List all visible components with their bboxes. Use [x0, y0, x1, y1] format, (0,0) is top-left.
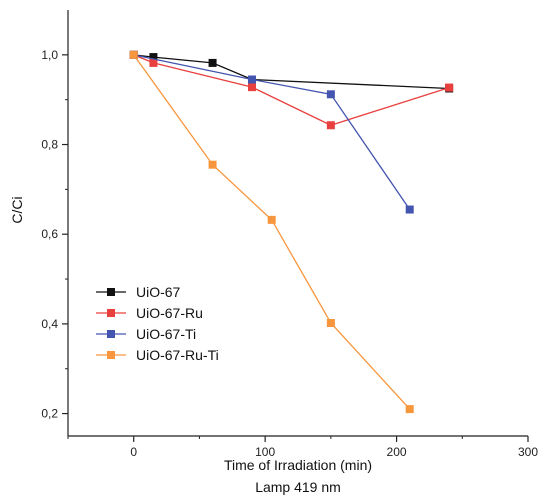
series-3 [129, 50, 414, 414]
x-tick-label: 300 [518, 445, 538, 459]
data-point [267, 215, 276, 224]
series-line [133, 54, 411, 210]
data-point [326, 318, 335, 327]
x-axis-subtitle: Lamp 419 nm [255, 479, 341, 495]
data-point [326, 90, 335, 99]
y-tick-label: 0,8 [41, 138, 58, 152]
legend-marker [107, 330, 115, 338]
legend-item: UiO-67-Ti [96, 326, 196, 342]
series-2 [129, 50, 414, 214]
x-axis-title: Time of Irradiation (min) [224, 457, 372, 473]
data-point [149, 58, 158, 67]
y-tick-label: 0,4 [41, 317, 58, 331]
series-line [133, 54, 450, 126]
legend-label: UiO-67-Ru [136, 305, 203, 321]
data-point [208, 160, 217, 169]
x-tick-label: 100 [255, 445, 275, 459]
data-point [405, 205, 414, 214]
data-point [248, 83, 256, 92]
y-axis-title: C/Ci [9, 196, 25, 223]
legend-label: UiO-67-Ti [136, 326, 196, 342]
data-point [129, 50, 138, 59]
plot-area: 0 100 200 300 0,2 0,4 0,6 0,8 1,0 [41, 10, 538, 459]
x-tick-label: 0 [130, 445, 137, 459]
legend-label: UiO-67-Ru-Ti [136, 347, 219, 363]
data-point [445, 83, 454, 92]
series-0 [129, 50, 454, 93]
data-point [208, 58, 217, 67]
x-ticks: 0 100 200 300 [67, 436, 538, 459]
legend: UiO-67 UiO-67-Ru UiO-67-Ti UiO-67-Ru-Ti [96, 284, 219, 363]
y-tick-label: 0,2 [41, 407, 58, 421]
legend-marker [107, 288, 115, 296]
legend-marker [107, 309, 115, 317]
legend-item: UiO-67-Ru [96, 305, 203, 321]
legend-item: UiO-67 [96, 284, 181, 300]
y-tick-label: 0,6 [41, 227, 58, 241]
data-point [248, 75, 256, 84]
legend-item: UiO-67-Ru-Ti [96, 347, 219, 363]
y-tick-label: 1,0 [41, 48, 58, 62]
legend-label: UiO-67 [136, 284, 181, 300]
legend-marker [107, 351, 115, 359]
y-ticks: 0,2 0,4 0,6 0,8 1,0 [41, 48, 68, 421]
series-layer [129, 50, 454, 414]
data-point [326, 121, 335, 130]
data-point [405, 405, 414, 414]
data-point [149, 53, 158, 62]
x-tick-label: 200 [387, 445, 407, 459]
series-line [133, 54, 450, 90]
